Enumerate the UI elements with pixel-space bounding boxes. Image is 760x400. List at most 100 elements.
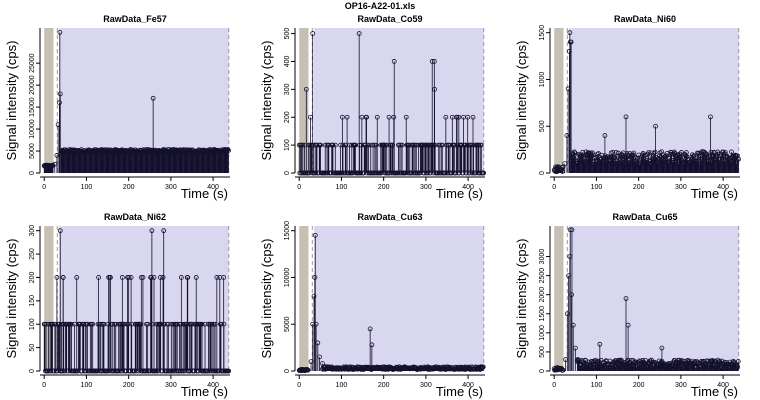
data-point: [478, 364, 483, 370]
x-axis-title: Time (s): [181, 186, 228, 201]
data-point: [403, 170, 409, 176]
data-point: [565, 86, 571, 92]
data-point: [459, 142, 465, 148]
data-point: [707, 161, 712, 166]
x-tick-label: 0: [297, 184, 301, 191]
data-point: [610, 149, 616, 155]
y-tick-label: 0: [539, 171, 546, 175]
y-tick-label: 1000: [539, 72, 546, 88]
data-point: [454, 114, 460, 120]
data-point: [369, 342, 375, 348]
data-point: [310, 31, 316, 36]
data-point: [226, 148, 231, 153]
chart-panel: RawData_Cu65 0 100 200 300 400 0 500 1000 1500 200…: [514, 212, 741, 399]
data-point: [462, 142, 468, 148]
data-point: [609, 160, 615, 165]
data-point: [452, 142, 458, 148]
x-axis-title: Time (s): [691, 384, 738, 399]
y-tick-label: 0: [284, 369, 291, 373]
y-tick-label: 0: [284, 171, 291, 175]
signal-points: [41, 228, 232, 374]
data-point: [52, 161, 58, 167]
data-point: [125, 321, 131, 327]
blank-region: [299, 226, 309, 371]
data-point: [718, 365, 724, 371]
data-point: [300, 142, 306, 148]
data-point: [205, 368, 211, 374]
data-point: [161, 228, 167, 234]
data-point: [560, 367, 566, 373]
data-point: [566, 273, 571, 279]
data-point: [199, 321, 205, 327]
data-point: [119, 275, 125, 280]
data-point: [221, 321, 227, 327]
signal-series: [296, 31, 487, 176]
x-tick-label: 0: [297, 382, 301, 389]
data-point: [97, 321, 103, 327]
y-tick-label: 200: [29, 272, 36, 284]
x-tick-label: 300: [675, 184, 687, 191]
data-point: [651, 153, 656, 159]
data-point: [54, 368, 60, 374]
data-point: [339, 170, 345, 176]
x-tick-label: 100: [591, 382, 603, 389]
chart-panel: RawData_Fe57 0 100 200 300 400 0 5000 10000 15000…: [4, 14, 231, 201]
data-point: [391, 114, 397, 120]
data-point: [209, 321, 215, 327]
data-point: [729, 159, 735, 165]
data-point: [391, 59, 397, 64]
chart-panel: RawData_Ni60 0 100 200 300 400 0 500 1000 1500 Tim…: [514, 14, 741, 201]
data-point: [697, 363, 703, 369]
data-point: [480, 365, 486, 370]
x-tick-label: 400: [717, 184, 729, 191]
data-point: [54, 275, 60, 280]
data-point: [568, 39, 574, 45]
data-point: [306, 170, 312, 176]
data-point: [149, 228, 155, 234]
y-tick-label: 100: [29, 318, 36, 330]
data-point: [361, 170, 367, 176]
data-point: [728, 149, 734, 155]
figure-title: OP16-A22-01.xls: [345, 1, 416, 11]
data-point: [680, 365, 686, 371]
blank-region: [44, 226, 54, 371]
data-point: [373, 142, 379, 148]
data-point: [403, 114, 409, 120]
x-tick-label: 100: [336, 382, 348, 389]
y-tick-label: 0: [29, 171, 36, 175]
data-point: [77, 321, 83, 327]
data-point: [443, 114, 449, 120]
data-point: [69, 321, 74, 327]
y-tick-label: 50: [29, 344, 36, 352]
data-point: [312, 275, 318, 280]
data-point: [569, 292, 574, 298]
chart-panel: RawData_Co59 0 100 200 300 400 0 100 200 300 400 50…: [259, 14, 487, 201]
data-point: [422, 170, 427, 176]
data-point: [627, 159, 633, 165]
y-tick-label: 150: [29, 295, 36, 307]
data-point: [717, 359, 723, 364]
signal-points: [551, 30, 741, 175]
x-tick-label: 200: [123, 382, 135, 389]
data-point: [465, 114, 471, 120]
x-tick-label: 400: [207, 382, 219, 389]
data-point: [160, 275, 166, 280]
data-point: [313, 321, 319, 327]
data-point: [305, 367, 310, 372]
data-point: [646, 150, 651, 156]
signal-points: [41, 29, 231, 169]
data-point: [623, 296, 629, 301]
data-point: [57, 91, 63, 97]
data-point: [572, 345, 578, 351]
y-tick-label: 500: [284, 28, 291, 40]
data-point: [344, 114, 350, 120]
data-point: [581, 153, 587, 159]
x-tick-label: 100: [81, 184, 93, 191]
data-point: [567, 30, 573, 36]
y-tick-label: 10000: [29, 119, 36, 139]
x-tick-label: 0: [552, 382, 556, 389]
data-point: [90, 321, 96, 327]
data-point: [174, 321, 180, 327]
data-point: [568, 159, 574, 164]
data-point: [96, 275, 102, 280]
